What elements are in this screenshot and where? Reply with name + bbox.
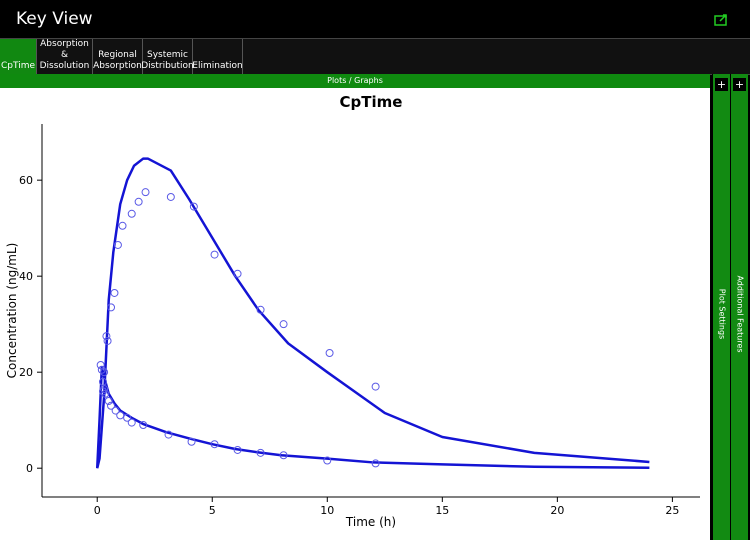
x-tick-label: 25: [665, 504, 679, 517]
x-tick-label: 10: [320, 504, 334, 517]
data-point: [107, 303, 116, 312]
data-point: [139, 420, 148, 429]
data-point: [210, 250, 219, 259]
side-panel: + Plot Settings: [712, 74, 730, 540]
x-axis-label: Time (h): [345, 515, 396, 529]
y-tick-label: 20: [19, 366, 33, 379]
data-point: [325, 348, 334, 357]
y-axis-label: Concentration (ng/mL): [5, 243, 19, 379]
side-panel: + Additional Features: [730, 74, 748, 540]
data-point: [101, 389, 110, 398]
data-point: [113, 240, 122, 249]
data-point: [97, 365, 106, 374]
chart: CpTime Time (h) Concentration (ng/mL) 0 20 40…: [0, 88, 710, 540]
data-point: [127, 418, 136, 427]
data-point: [189, 202, 198, 211]
tab[interactable]: Elimination: [192, 39, 243, 74]
tab[interactable]: Absorption & Dissolution: [37, 39, 93, 74]
chart-title: CpTime: [340, 93, 403, 111]
tab[interactable]: CpTime: [0, 39, 37, 74]
data-point: [134, 197, 143, 206]
data-point: [111, 406, 120, 415]
data-point: [104, 396, 113, 405]
y-tick-label: 60: [19, 174, 33, 187]
tab[interactable]: Regional Absorption: [93, 39, 143, 74]
y-tick-label: 0: [26, 462, 33, 475]
data-point: [371, 459, 380, 468]
data-point: [100, 368, 109, 377]
data-point: [256, 305, 265, 314]
data-point: [233, 445, 242, 454]
header: Key View: [0, 0, 750, 38]
x-tick-label: 0: [94, 504, 101, 517]
expand-button[interactable]: +: [715, 78, 728, 91]
expand-button[interactable]: +: [733, 78, 746, 91]
data-point: [371, 382, 380, 391]
tab[interactable]: Systemic Distribution: [141, 39, 194, 74]
data-point: [323, 456, 332, 465]
data-point: [102, 332, 111, 341]
data-point: [103, 336, 112, 345]
x-tick-label: 20: [550, 504, 564, 517]
data-point: [118, 221, 127, 230]
data-point: [256, 448, 265, 457]
data-point: [100, 384, 109, 393]
chart-background: [0, 88, 710, 540]
data-line: [95, 366, 650, 469]
data-point: [96, 360, 105, 369]
y-tick-label: 40: [19, 270, 33, 283]
data-point: [279, 451, 288, 460]
data-point: [187, 437, 196, 446]
x-tick-label: 15: [435, 504, 449, 517]
section-bar: Plots / Graphs: [0, 74, 710, 88]
data-point: [210, 440, 219, 449]
header-title: Key View: [16, 9, 93, 29]
data-point: [141, 188, 150, 197]
data-line: [96, 157, 650, 469]
panel-label[interactable]: Additional Features: [735, 275, 744, 353]
panel-label[interactable]: Plot Settings: [717, 288, 726, 340]
data-point: [116, 411, 125, 420]
data-point: [164, 430, 173, 439]
data-point: [123, 413, 132, 422]
x-tick-label: 5: [209, 504, 216, 517]
data-point: [166, 192, 175, 201]
data-point: [127, 209, 136, 218]
data-point: [233, 269, 242, 278]
data-point: [279, 320, 288, 329]
popout-icon[interactable]: [714, 14, 728, 26]
data-point: [107, 401, 116, 410]
data-point: [110, 288, 119, 297]
tab-bar: CpTime Absorption & Dissolution Regional…: [0, 38, 750, 75]
